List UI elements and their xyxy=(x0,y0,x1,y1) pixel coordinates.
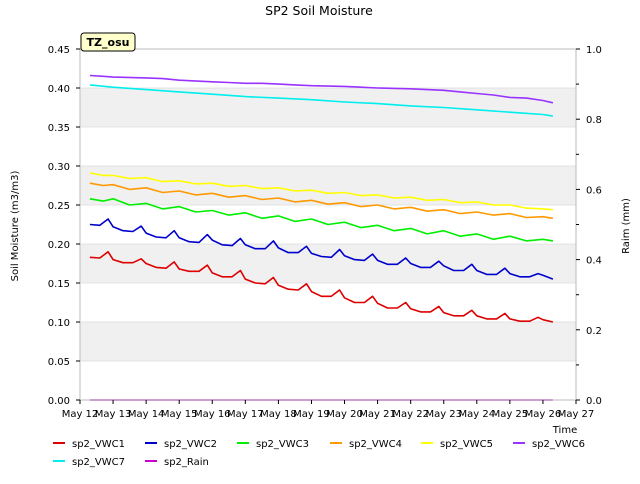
series-line-sp2_VWC5 xyxy=(89,172,553,211)
grid-band xyxy=(80,283,576,322)
y-axis-ticks: 0.00 0.05 0.10 0.15 0.20 0.25 0.30 0.35 0.40 0.45 xyxy=(48,45,80,407)
y2-tick-label: 0.2 xyxy=(586,326,602,337)
x-axis-label: Time xyxy=(552,425,577,436)
legend-label: sp2_Rain xyxy=(164,457,209,468)
x-tick-label: May 23 xyxy=(425,409,462,420)
x-tick-label: May 17 xyxy=(227,409,264,420)
y2-axis-ticks: 0.0 0.2 0.4 0.6 0.8 1.0 xyxy=(576,45,602,407)
y-tick-label: 0.25 xyxy=(48,201,70,212)
station-tag-box xyxy=(80,32,136,52)
y2-tick-label: 0.0 xyxy=(586,396,602,407)
x-tick-label: May 26 xyxy=(525,409,562,420)
legend-label: sp2_VWC2 xyxy=(164,439,217,450)
legend: sp2_VWC1 sp2_VWC2 sp2_VWC3 sp2_VWC4 sp2_VWC5… xyxy=(53,439,585,468)
legend-label: sp2_VWC4 xyxy=(349,439,402,450)
chart-title: SP2 Soil Moisture xyxy=(265,3,373,18)
x-tick-label: May 25 xyxy=(492,409,529,420)
legend-label: sp2_VWC3 xyxy=(256,439,309,450)
legend-label: sp2_VWC6 xyxy=(532,439,585,450)
y2-tick-label: 1.0 xyxy=(586,45,602,56)
y-tick-label: 0.40 xyxy=(48,84,70,95)
x-tick-label: May 16 xyxy=(194,409,231,420)
series-line-sp2_VWC1 xyxy=(89,251,554,323)
legend-label: sp2_VWC1 xyxy=(72,439,125,450)
y-tick-label: 0.15 xyxy=(48,279,70,290)
grid-band xyxy=(80,88,576,127)
x-tick-label: May 20 xyxy=(326,409,363,420)
y2-axis-label: Raim (mm) xyxy=(621,198,632,254)
y-tick-label: 0.45 xyxy=(48,45,70,56)
legend-label: sp2_VWC7 xyxy=(72,457,125,468)
x-tick-label: May 14 xyxy=(128,409,165,420)
grid-band xyxy=(80,244,576,283)
y-tick-label: 0.30 xyxy=(48,162,70,173)
grid-band xyxy=(80,127,576,166)
y2-tick-label: 0.4 xyxy=(586,256,602,267)
y2-tick-label: 0.6 xyxy=(586,185,602,196)
series-line-sp2_VWC2 xyxy=(89,218,554,280)
x-tick-label: May 18 xyxy=(260,409,297,420)
y-tick-label: 0.35 xyxy=(48,123,70,134)
y2-tick-label: 0.8 xyxy=(586,115,602,126)
series-line-sp2_VWC4 xyxy=(89,182,554,220)
x-tick-label: May 24 xyxy=(459,409,496,420)
y-tick-label: 0.20 xyxy=(48,240,70,251)
x-tick-label: May 12 xyxy=(62,409,99,420)
grid-band xyxy=(80,322,576,361)
y-tick-label: 0.00 xyxy=(48,396,70,407)
series-line-sp2_VWC7 xyxy=(89,84,554,117)
station-tag: TZ_osu xyxy=(80,32,136,52)
x-tick-label: May 22 xyxy=(392,409,429,420)
grid-band xyxy=(80,166,576,205)
series-lines xyxy=(89,74,554,401)
x-tick-label: May 19 xyxy=(293,409,330,420)
x-tick-label: May 21 xyxy=(359,409,396,420)
station-tag-text: TZ_osu xyxy=(87,36,130,49)
legend-label: sp2_VWC5 xyxy=(440,439,493,450)
y-axis-label: Soil Moisture (m3/m3) xyxy=(10,171,21,282)
series-line-sp2_VWC3 xyxy=(89,198,554,242)
grid-band xyxy=(80,49,576,88)
x-tick-label: May 13 xyxy=(95,409,132,420)
grid-band xyxy=(80,361,576,400)
x-tick-label: May 15 xyxy=(161,409,198,420)
y-tick-label: 0.10 xyxy=(48,318,70,329)
x-tick-label: May 27 xyxy=(558,409,595,420)
y-tick-label: 0.05 xyxy=(48,357,70,368)
series-line-sp2_VWC6 xyxy=(89,74,554,104)
